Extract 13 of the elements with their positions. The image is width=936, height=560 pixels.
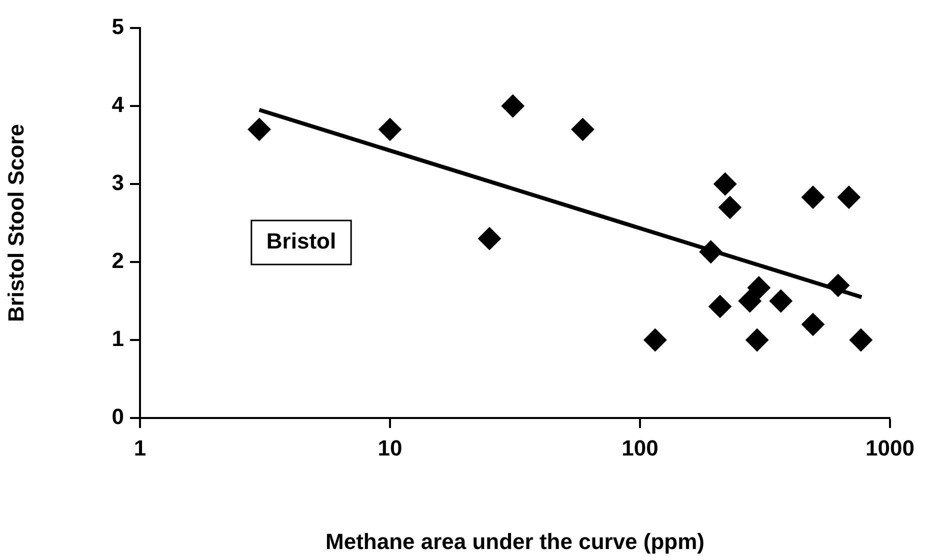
x-tick-label: 10 [378,435,402,460]
y-tick-label: 0 [112,404,124,430]
y-axis-title: Bristol Stool Score [3,124,28,322]
annotation: Bristol [266,228,336,254]
x-axis-title: Methane area under the curve (ppm) [326,528,704,554]
y-tick-label: 2 [112,248,124,274]
y-tick-label: 5 [112,14,124,40]
y-tick-label: 4 [112,92,125,118]
x-tick-label: 1000 [866,435,914,460]
x-tick-label: 100 [622,435,658,460]
y-tick-label: 3 [112,170,124,196]
y-tick-label: 1 [112,326,124,352]
x-tick-label: 1 [134,435,146,460]
